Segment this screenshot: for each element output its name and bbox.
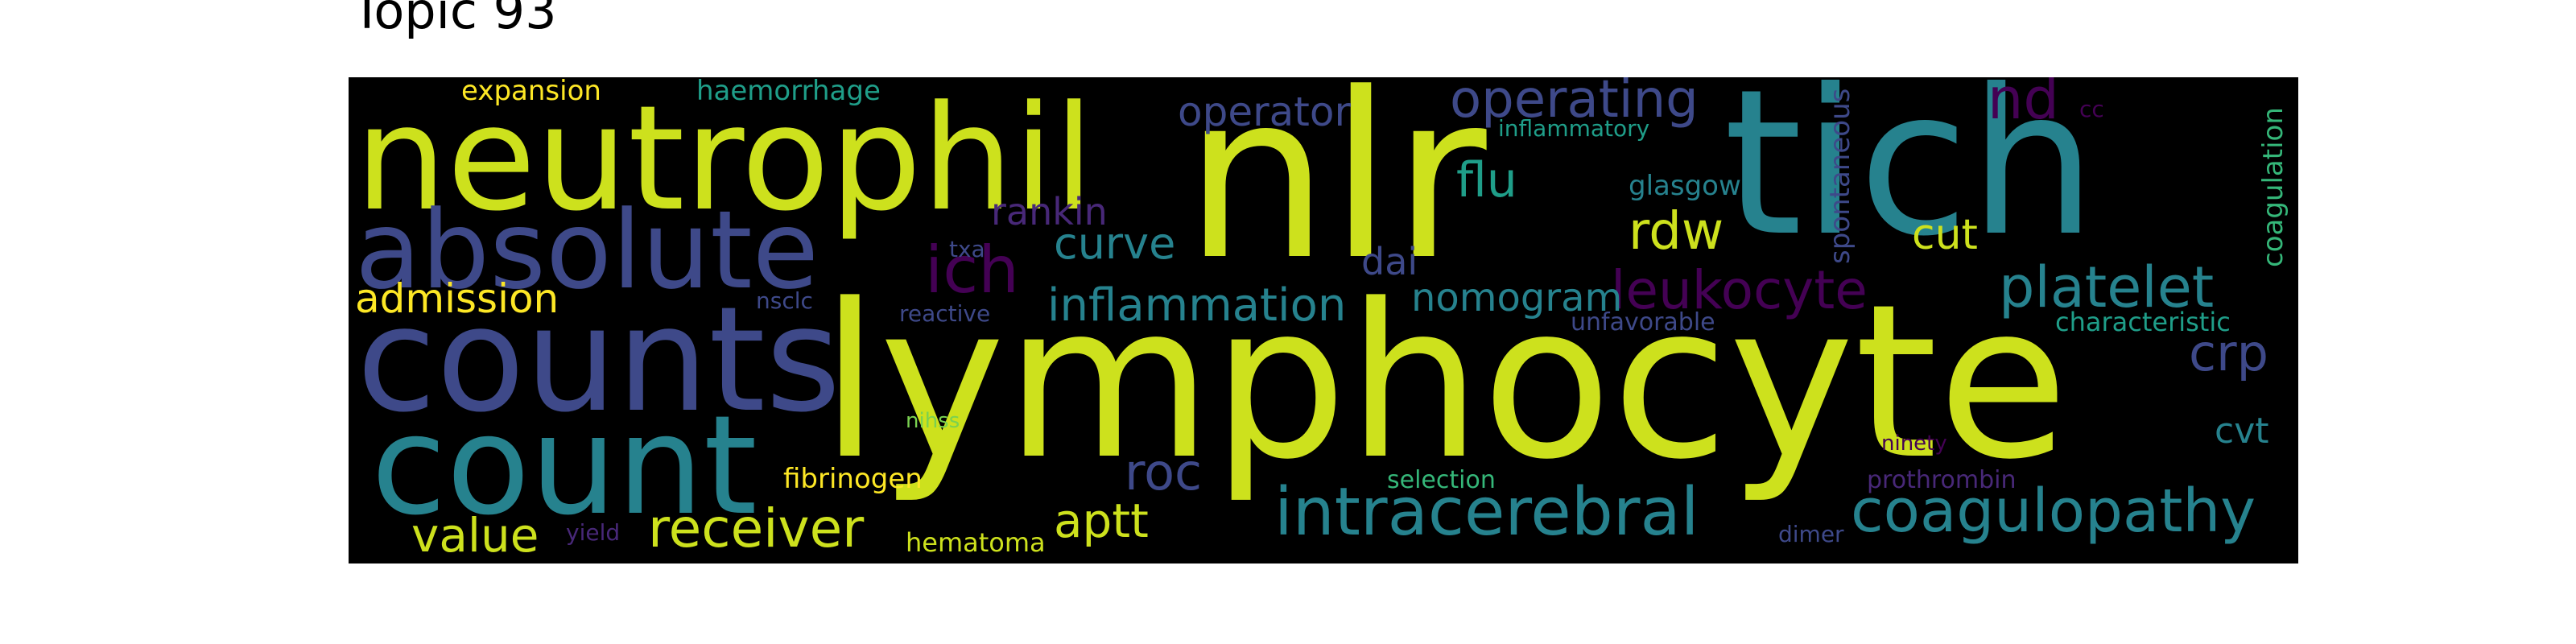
word-nihss: nihss	[906, 409, 960, 433]
word-roc: roc	[1125, 443, 1203, 502]
word-cloud: lymphocyte nlr tich neutrophil counts ab…	[349, 77, 2298, 564]
word-dai: dai	[1361, 240, 1418, 283]
word-crp: crp	[2189, 324, 2268, 382]
word-cut: cut	[1912, 211, 1978, 259]
word-lymphocyte: lymphocyte	[820, 259, 2069, 506]
word-count: count	[371, 386, 758, 546]
word-counts: counts	[357, 276, 841, 444]
word-inflammatory: inflammatory	[1498, 115, 1650, 142]
word-txa: txa	[949, 236, 985, 262]
word-nlr: nlr	[1184, 77, 1487, 310]
word-nsclc: nsclc	[756, 287, 813, 314]
word-unfavorable: unfavorable	[1571, 308, 1715, 336]
word-leukocyte: leukocyte	[1611, 259, 1868, 321]
word-yield: yield	[566, 519, 621, 546]
word-flu: flu	[1456, 152, 1517, 208]
word-inflammation: inflammation	[1047, 279, 1347, 332]
word-tich: tich	[1724, 77, 2097, 280]
word-admission: admission	[355, 275, 559, 322]
word-operator: operator	[1178, 89, 1352, 135]
word-fibrinogen: fibrinogen	[783, 463, 923, 495]
word-rdw: rdw	[1629, 202, 1724, 262]
word-cc: cc	[2079, 96, 2104, 122]
page-title: Topic 93	[352, 0, 557, 40]
word-ich: ich	[925, 233, 1019, 308]
word-glasgow: glasgow	[1629, 170, 1741, 202]
word-cvt: cvt	[2215, 411, 2269, 452]
word-operating: operating	[1450, 77, 1699, 130]
word-characteristic: characteristic	[2055, 307, 2231, 337]
word-aptt: aptt	[1054, 493, 1149, 548]
word-expansion: expansion	[461, 77, 601, 107]
word-nomogram: nomogram	[1411, 275, 1623, 320]
word-rankin: rankin	[991, 190, 1108, 233]
word-nd: nd	[1988, 77, 2059, 132]
word-platelet: platelet	[1999, 254, 2215, 320]
word-ninety: ninety	[1881, 431, 1947, 456]
word-haemorrhage: haemorrhage	[696, 77, 881, 107]
word-receiver: receiver	[648, 497, 865, 559]
word-coagulopathy: coagulopathy	[1851, 477, 2256, 546]
word-reactive: reactive	[899, 300, 991, 327]
word-prothrombin: prothrombin	[1867, 466, 2017, 494]
word-selection: selection	[1387, 466, 1496, 494]
word-dimer: dimer	[1778, 521, 1844, 547]
word-intracerebral: intracerebral	[1274, 474, 1699, 551]
word-neutrophil: neutrophil	[355, 77, 1095, 243]
word-coagulation: coagulation	[2257, 107, 2289, 267]
word-spontaneous: spontaneous	[1824, 88, 1856, 264]
word-value: value	[411, 508, 539, 563]
word-curve: curve	[1054, 218, 1176, 269]
word-hematoma: hematoma	[906, 527, 1046, 558]
word-absolute: absolute	[355, 188, 819, 313]
